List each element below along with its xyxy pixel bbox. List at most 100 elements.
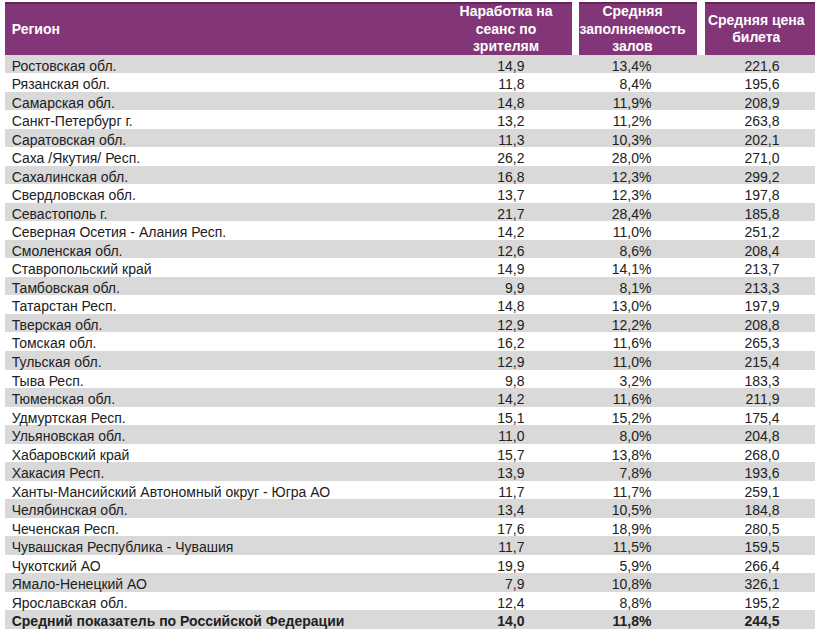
region-cell: Тульская обл. <box>5 353 375 372</box>
occupancy-cell: 8,8% <box>525 594 652 613</box>
price-cell: 175,4 <box>652 409 780 428</box>
per-session-cell: 12,4 <box>375 594 525 613</box>
price-cell: 195,6 <box>652 75 780 94</box>
per-session-cell: 13,9 <box>375 464 525 483</box>
row-filler <box>780 149 816 168</box>
occupancy-cell: 11,5% <box>525 538 652 557</box>
per-session-cell: 11,3 <box>375 131 525 150</box>
region-cell: Средний показатель по Российской Федерац… <box>5 612 375 631</box>
price-cell: 299,2 <box>652 168 780 187</box>
table-row: Тамбовская обл. 9,9 8,1% 213,3 <box>5 277 815 296</box>
region-cell: Севастополь г. <box>5 205 375 224</box>
occupancy-cell: 13,8% <box>525 446 652 465</box>
table-row: Саха /Якутия/ Респ. 26,2 28,0% 271,0 <box>5 147 815 166</box>
occupancy-cell: 28,4% <box>525 205 652 224</box>
price-cell: 326,1 <box>652 575 780 594</box>
table-row: Тыва Респ. 9,8 3,2% 183,3 <box>5 370 815 389</box>
table-row: Ямало-Ненецкий АО 7,9 10,8% 326,1 <box>5 573 815 592</box>
table-row: Ставропольский край 14,9 14,1% 213,7 <box>5 258 815 277</box>
occupancy-cell: 7,8% <box>525 464 652 483</box>
table-row: Ростовская обл. 14,9 13,4% 221,6 <box>5 55 815 74</box>
occupancy-cell: 11,6% <box>525 390 652 409</box>
statistics-table: Регион Наработка на сеанс по зрителям Ср… <box>5 2 815 629</box>
occupancy-cell: 13,0% <box>525 297 652 316</box>
occupancy-cell: 11,0% <box>525 223 652 242</box>
price-cell: 211,9 <box>652 390 780 409</box>
per-session-cell: 14,2 <box>375 390 525 409</box>
table-row: Татарстан Респ. 14,8 13,0% 197,9 <box>5 295 815 314</box>
region-cell: Тюменская обл. <box>5 390 375 409</box>
header-label-occupancy: Средняя заполняемость залов <box>579 2 697 55</box>
per-session-cell: 13,4 <box>375 501 525 520</box>
occupancy-cell: 12,3% <box>525 186 652 205</box>
header-label-price: Средняя цена билета <box>705 2 816 55</box>
region-cell: Северная Осетия - Алания Респ. <box>5 223 375 242</box>
price-cell: 208,4 <box>652 242 780 261</box>
row-filler <box>780 242 816 261</box>
region-cell: Саратовская обл. <box>5 131 375 150</box>
per-session-cell: 14,2 <box>375 223 525 242</box>
price-cell: 208,8 <box>652 316 780 335</box>
occupancy-cell: 10,5% <box>525 501 652 520</box>
region-cell: Чукотский АО <box>5 557 375 576</box>
per-session-cell: 11,7 <box>375 483 525 502</box>
price-cell: 204,8 <box>652 427 780 446</box>
table-row: Свердловская обл. 13,7 12,3% 197,8 <box>5 184 815 203</box>
table-row: Удмуртская Респ. 15,1 15,2% 175,4 <box>5 407 815 426</box>
region-cell: Хабаровский край <box>5 446 375 465</box>
occupancy-cell: 14,1% <box>525 260 652 279</box>
region-cell: Чеченская Респ. <box>5 520 375 539</box>
row-filler <box>780 94 816 113</box>
occupancy-cell: 5,9% <box>525 557 652 576</box>
per-session-cell: 14,8 <box>375 297 525 316</box>
occupancy-cell: 15,2% <box>525 409 652 428</box>
region-cell: Саха /Якутия/ Респ. <box>5 149 375 168</box>
occupancy-cell: 10,3% <box>525 131 652 150</box>
row-filler <box>780 75 816 94</box>
header-label-per-session: Наработка на сеанс по зрителям <box>426 4 586 55</box>
row-filler <box>780 538 816 557</box>
price-cell: 215,4 <box>652 353 780 372</box>
price-cell: 195,2 <box>652 594 780 613</box>
price-cell: 213,3 <box>652 279 780 298</box>
price-cell: 244,5 <box>652 612 780 631</box>
region-cell: Ханты-Мансийский Автономный округ - Югра… <box>5 483 375 502</box>
per-session-cell: 9,9 <box>375 279 525 298</box>
per-session-cell: 12,6 <box>375 242 525 261</box>
row-filler <box>780 427 816 446</box>
price-cell: 251,2 <box>652 223 780 242</box>
header-cell-region: Регион Наработка на сеанс по зрителям <box>5 2 572 55</box>
table-row: Рязанская обл. 11,8 8,4% 195,6 <box>5 73 815 92</box>
row-filler <box>780 446 816 465</box>
row-filler <box>780 297 816 316</box>
price-cell: 159,5 <box>652 538 780 557</box>
occupancy-cell: 11,7% <box>525 483 652 502</box>
table-row: Саратовская обл. 11,3 10,3% 202,1 <box>5 129 815 148</box>
table-row: Томская обл. 16,2 11,6% 265,3 <box>5 332 815 351</box>
price-cell: 197,8 <box>652 186 780 205</box>
row-filler <box>780 223 816 242</box>
table-row: Ханты-Мансийский Автономный округ - Югра… <box>5 481 815 500</box>
price-cell: 268,0 <box>652 446 780 465</box>
price-cell: 271,0 <box>652 149 780 168</box>
region-cell: Свердловская обл. <box>5 186 375 205</box>
price-cell: 184,8 <box>652 501 780 520</box>
row-filler <box>780 575 816 594</box>
occupancy-cell: 8,0% <box>525 427 652 446</box>
price-cell: 221,6 <box>652 57 780 76</box>
region-cell: Тыва Респ. <box>5 372 375 391</box>
row-filler <box>780 483 816 502</box>
region-cell: Рязанская обл. <box>5 75 375 94</box>
row-filler <box>780 520 816 539</box>
per-session-cell: 14,0 <box>375 612 525 631</box>
table-row: Ярославская обл. 12,4 8,8% 195,2 <box>5 592 815 611</box>
occupancy-cell: 11,8% <box>525 612 652 631</box>
per-session-cell: 26,2 <box>375 149 525 168</box>
per-session-cell: 15,1 <box>375 409 525 428</box>
table-row: Тверская обл. 12,9 12,2% 208,8 <box>5 314 815 333</box>
table-row: Сахалинская обл. 16,8 12,3% 299,2 <box>5 166 815 185</box>
occupancy-cell: 12,2% <box>525 316 652 335</box>
per-session-cell: 7,9 <box>375 575 525 594</box>
row-filler <box>780 57 816 76</box>
occupancy-cell: 18,9% <box>525 520 652 539</box>
